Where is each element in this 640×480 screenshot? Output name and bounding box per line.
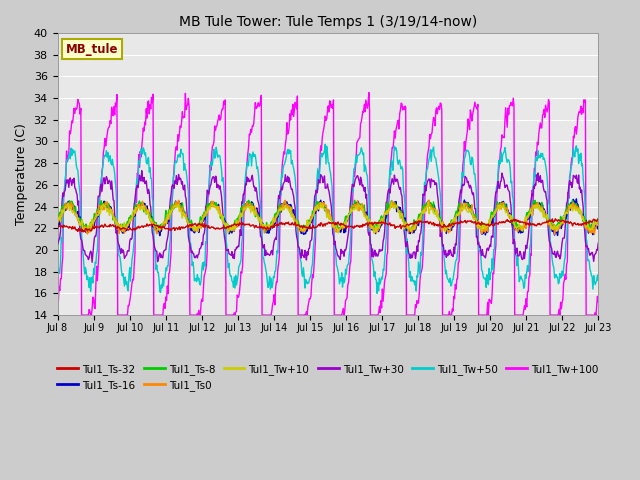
Tul1_Ts-8 bbox=[262, 229, 269, 235]
Tul1_Ts0 bbox=[591, 231, 598, 237]
Tul1_Tw+100 bbox=[63, 159, 71, 165]
Tul1_Tw+50 bbox=[54, 274, 61, 280]
Tul1_Tw+50 bbox=[174, 152, 182, 158]
Tul1_Ts-8 bbox=[595, 218, 602, 224]
Tul1_Tw+10 bbox=[225, 230, 232, 236]
Tul1_Ts-32 bbox=[204, 223, 211, 229]
Tul1_Tw+10 bbox=[174, 203, 182, 208]
Tul1_Ts-32 bbox=[120, 225, 127, 230]
Tul1_Tw+10 bbox=[424, 199, 432, 205]
Tul1_Ts-32 bbox=[54, 222, 61, 228]
Tul1_Ts-16 bbox=[175, 198, 182, 204]
Tul1_Tw+100 bbox=[595, 299, 602, 305]
Tul1_Tw+30 bbox=[120, 249, 127, 255]
Tul1_Tw+10 bbox=[119, 228, 127, 234]
Tul1_Tw+50 bbox=[321, 142, 329, 147]
Legend: Tul1_Ts-32, Tul1_Ts-16, Tul1_Ts-8, Tul1_Ts0, Tul1_Tw+10, Tul1_Tw+30, Tul1_Tw+50,: Tul1_Ts-32, Tul1_Ts-16, Tul1_Ts-8, Tul1_… bbox=[53, 360, 603, 395]
Tul1_Ts0 bbox=[425, 197, 433, 203]
Tul1_Ts-16 bbox=[410, 230, 418, 236]
Tul1_Ts-16 bbox=[156, 233, 164, 239]
Line: Tul1_Ts-16: Tul1_Ts-16 bbox=[58, 199, 598, 236]
Title: MB Tule Tower: Tule Temps 1 (3/19/14-now): MB Tule Tower: Tule Temps 1 (3/19/14-now… bbox=[179, 15, 477, 29]
Tul1_Tw+100 bbox=[395, 126, 403, 132]
Tul1_Ts-16 bbox=[119, 230, 127, 236]
Tul1_Tw+30 bbox=[54, 242, 61, 248]
Tul1_Ts0 bbox=[595, 220, 602, 226]
Tul1_Tw+30 bbox=[395, 184, 403, 190]
Tul1_Tw+50 bbox=[203, 240, 211, 246]
Tul1_Tw+100 bbox=[411, 312, 419, 318]
Tul1_Tw+50 bbox=[373, 290, 381, 296]
Tul1_Tw+100 bbox=[54, 305, 61, 311]
Tul1_Ts-16 bbox=[394, 207, 402, 213]
Line: Tul1_Ts-8: Tul1_Ts-8 bbox=[58, 200, 598, 232]
Tul1_Tw+30 bbox=[88, 259, 96, 265]
Text: MB_tule: MB_tule bbox=[66, 43, 118, 56]
Tul1_Ts-8 bbox=[54, 222, 61, 228]
Tul1_Tw+30 bbox=[175, 177, 183, 182]
Tul1_Tw+10 bbox=[595, 216, 602, 222]
Tul1_Ts-32 bbox=[79, 229, 87, 235]
Tul1_Tw+10 bbox=[63, 202, 71, 208]
Tul1_Tw+10 bbox=[410, 227, 418, 233]
Tul1_Ts-32 bbox=[394, 224, 402, 230]
Tul1_Tw+30 bbox=[595, 240, 602, 246]
Tul1_Tw+100 bbox=[77, 312, 85, 318]
Tul1_Ts0 bbox=[410, 223, 417, 228]
Tul1_Tw+30 bbox=[138, 168, 145, 174]
Tul1_Tw+100 bbox=[175, 138, 182, 144]
Tul1_Ts0 bbox=[394, 205, 401, 211]
Tul1_Tw+10 bbox=[394, 209, 402, 215]
Tul1_Ts-32 bbox=[175, 226, 182, 231]
Tul1_Ts0 bbox=[203, 212, 211, 218]
Tul1_Tw+10 bbox=[54, 214, 61, 219]
Tul1_Tw+50 bbox=[411, 282, 419, 288]
Tul1_Ts-16 bbox=[54, 225, 61, 231]
Tul1_Ts-8 bbox=[410, 217, 418, 223]
Tul1_Tw+10 bbox=[203, 210, 211, 216]
Tul1_Ts-8 bbox=[203, 206, 211, 212]
Tul1_Tw+100 bbox=[365, 90, 372, 96]
Tul1_Ts0 bbox=[63, 206, 71, 212]
Line: Tul1_Ts0: Tul1_Ts0 bbox=[58, 200, 598, 234]
Tul1_Tw+100 bbox=[204, 249, 211, 255]
Tul1_Ts-16 bbox=[63, 203, 71, 209]
Tul1_Tw+30 bbox=[204, 189, 212, 194]
Tul1_Ts-8 bbox=[394, 206, 402, 212]
Tul1_Ts-32 bbox=[410, 221, 418, 227]
Tul1_Ts-8 bbox=[569, 197, 577, 203]
Y-axis label: Temperature (C): Temperature (C) bbox=[15, 123, 28, 225]
Tul1_Tw+50 bbox=[63, 156, 71, 162]
Tul1_Tw+30 bbox=[63, 180, 71, 186]
Line: Tul1_Tw+10: Tul1_Tw+10 bbox=[58, 202, 598, 233]
Tul1_Ts0 bbox=[174, 203, 182, 209]
Line: Tul1_Tw+100: Tul1_Tw+100 bbox=[58, 93, 598, 315]
Tul1_Ts0 bbox=[119, 227, 127, 233]
Tul1_Tw+30 bbox=[411, 249, 419, 255]
Tul1_Tw+100 bbox=[120, 312, 127, 318]
Tul1_Ts0 bbox=[54, 217, 61, 223]
Tul1_Tw+50 bbox=[395, 158, 403, 164]
Tul1_Ts-8 bbox=[119, 221, 127, 227]
Tul1_Tw+50 bbox=[595, 277, 602, 283]
Tul1_Ts-16 bbox=[573, 196, 580, 202]
Line: Tul1_Ts-32: Tul1_Ts-32 bbox=[58, 218, 598, 232]
Tul1_Ts-32 bbox=[595, 216, 602, 221]
Line: Tul1_Tw+50: Tul1_Tw+50 bbox=[58, 144, 598, 293]
Tul1_Ts-16 bbox=[204, 209, 211, 215]
Tul1_Tw+50 bbox=[119, 271, 127, 276]
Tul1_Ts-8 bbox=[63, 202, 71, 207]
Tul1_Ts-32 bbox=[63, 224, 71, 230]
Tul1_Ts-16 bbox=[595, 223, 602, 229]
Tul1_Ts-8 bbox=[174, 201, 182, 206]
Line: Tul1_Tw+30: Tul1_Tw+30 bbox=[58, 171, 598, 262]
